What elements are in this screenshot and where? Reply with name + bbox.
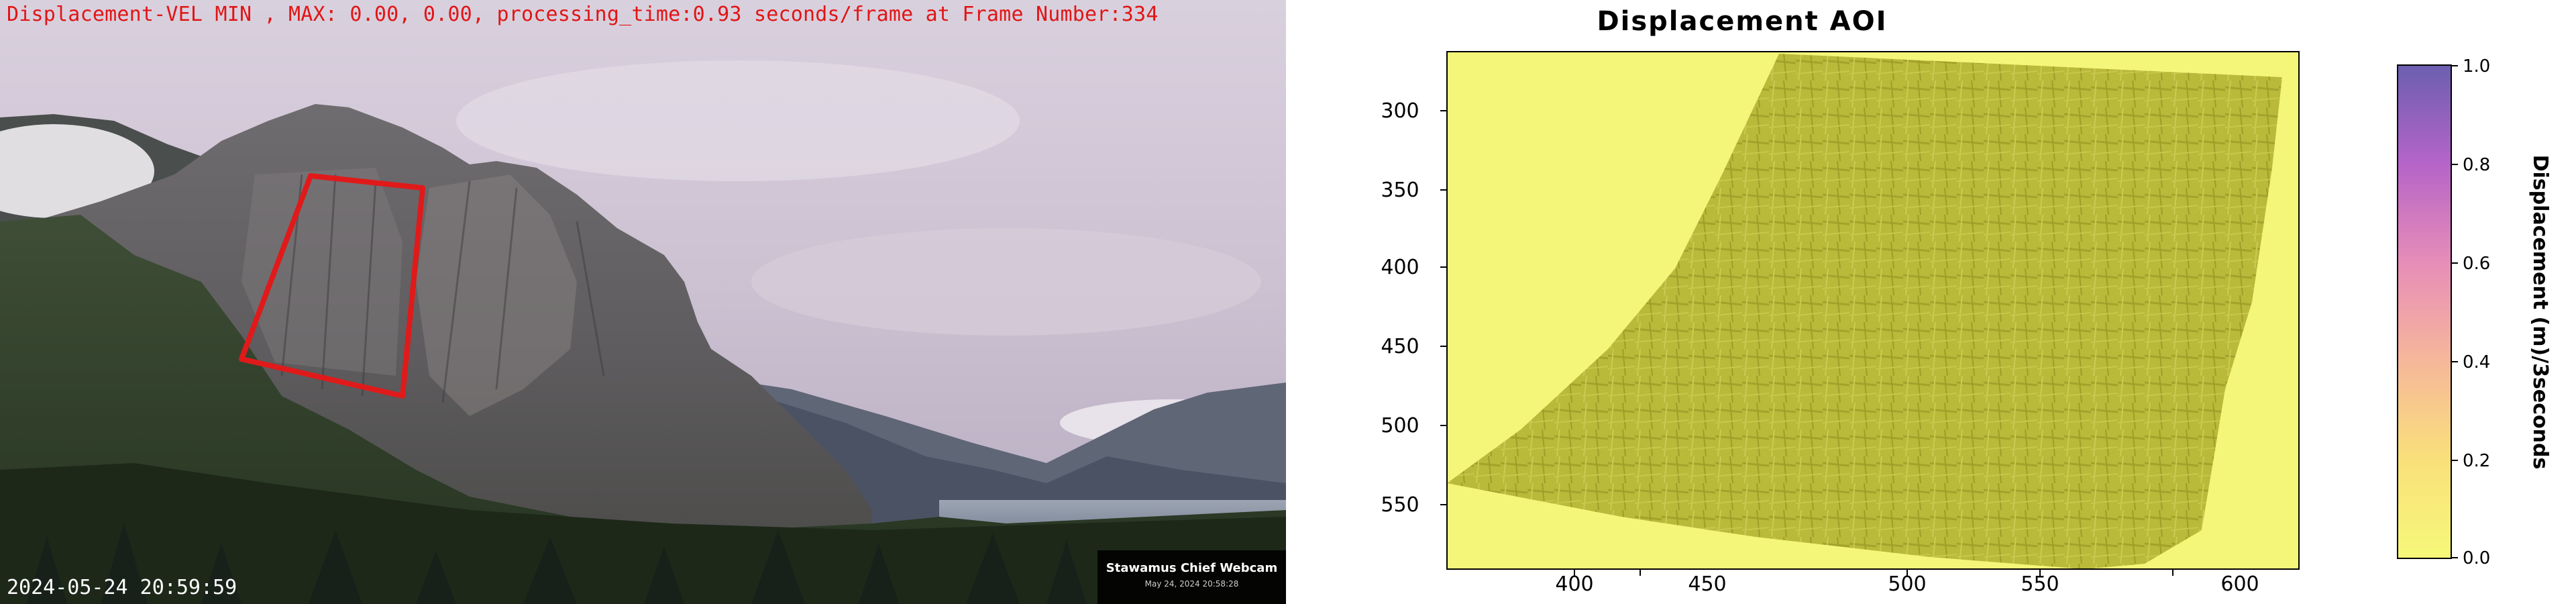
plot-frame <box>1446 51 2300 570</box>
displacement-surface <box>1447 54 2282 569</box>
y-tick-label: 350 <box>1381 179 1419 202</box>
colorbar-tick-label: 0.8 <box>2463 155 2490 175</box>
colorbar-tick-label: 0.2 <box>2463 451 2490 471</box>
webcam-date: May 24, 2024 20:58:28 <box>1144 579 1239 589</box>
x-tick-label: 600 <box>2220 572 2259 596</box>
webcam-panel: Displacement-VEL MIN , MAX: 0.00, 0.00, … <box>0 0 1286 604</box>
y-tick-label: 550 <box>1381 493 1419 517</box>
x-tick-label: 450 <box>1688 572 1726 596</box>
colorbar <box>2397 64 2452 559</box>
x-tick-label: 500 <box>1888 572 1926 596</box>
y-tick-label: 300 <box>1381 99 1419 123</box>
displacement-plot-panel: Displacement AOI 300 350 400 450 500 550 <box>1286 0 2576 604</box>
webcam-badge: Stawamus Chief Webcam May 24, 2024 20:58… <box>1097 550 1286 604</box>
cloud <box>751 228 1261 336</box>
plot-title: Displacement AOI <box>1597 6 1887 37</box>
colorbar-tick-label: 0.4 <box>2463 352 2490 372</box>
colorbar-tick-label: 0.0 <box>2463 548 2490 568</box>
frame-timestamp: 2024-05-24 20:59:59 <box>7 576 237 599</box>
cloud <box>0 124 154 218</box>
x-tick-label: 550 <box>2021 572 2059 596</box>
colorbar-label: Displacement (m)/3seconds <box>2528 155 2552 470</box>
tree-silhouettes <box>27 523 1087 604</box>
displacement-plot: Displacement AOI 300 350 400 450 500 550 <box>1381 6 2552 596</box>
mid-mountains <box>738 389 1286 523</box>
aoi-box <box>239 173 425 399</box>
overlay-status-text: Displacement-VEL MIN , MAX: 0.00, 0.00, … <box>7 3 1159 26</box>
rock-face-highlight <box>241 168 402 376</box>
y-tick-label: 500 <box>1381 414 1419 438</box>
y-tick-label: 450 <box>1381 335 1419 358</box>
webcam-image <box>0 0 1286 604</box>
x-tick-label: 400 <box>1555 572 1593 596</box>
y-axis: 300 350 400 450 500 550 <box>1381 99 1447 517</box>
webcam-name: Stawamus Chief Webcam <box>1106 561 1278 575</box>
x-axis: 400 450 500 550 600 <box>1555 569 2259 596</box>
cloud <box>456 60 1020 181</box>
colorbar-ticks: 1.0 0.8 0.6 0.4 0.2 0.0 <box>2451 56 2490 568</box>
colorbar-tick-label: 1.0 <box>2463 56 2490 77</box>
rock-face-highlight <box>416 174 577 416</box>
colorbar-tick-label: 0.6 <box>2463 254 2490 274</box>
y-tick-label: 400 <box>1381 256 1419 279</box>
